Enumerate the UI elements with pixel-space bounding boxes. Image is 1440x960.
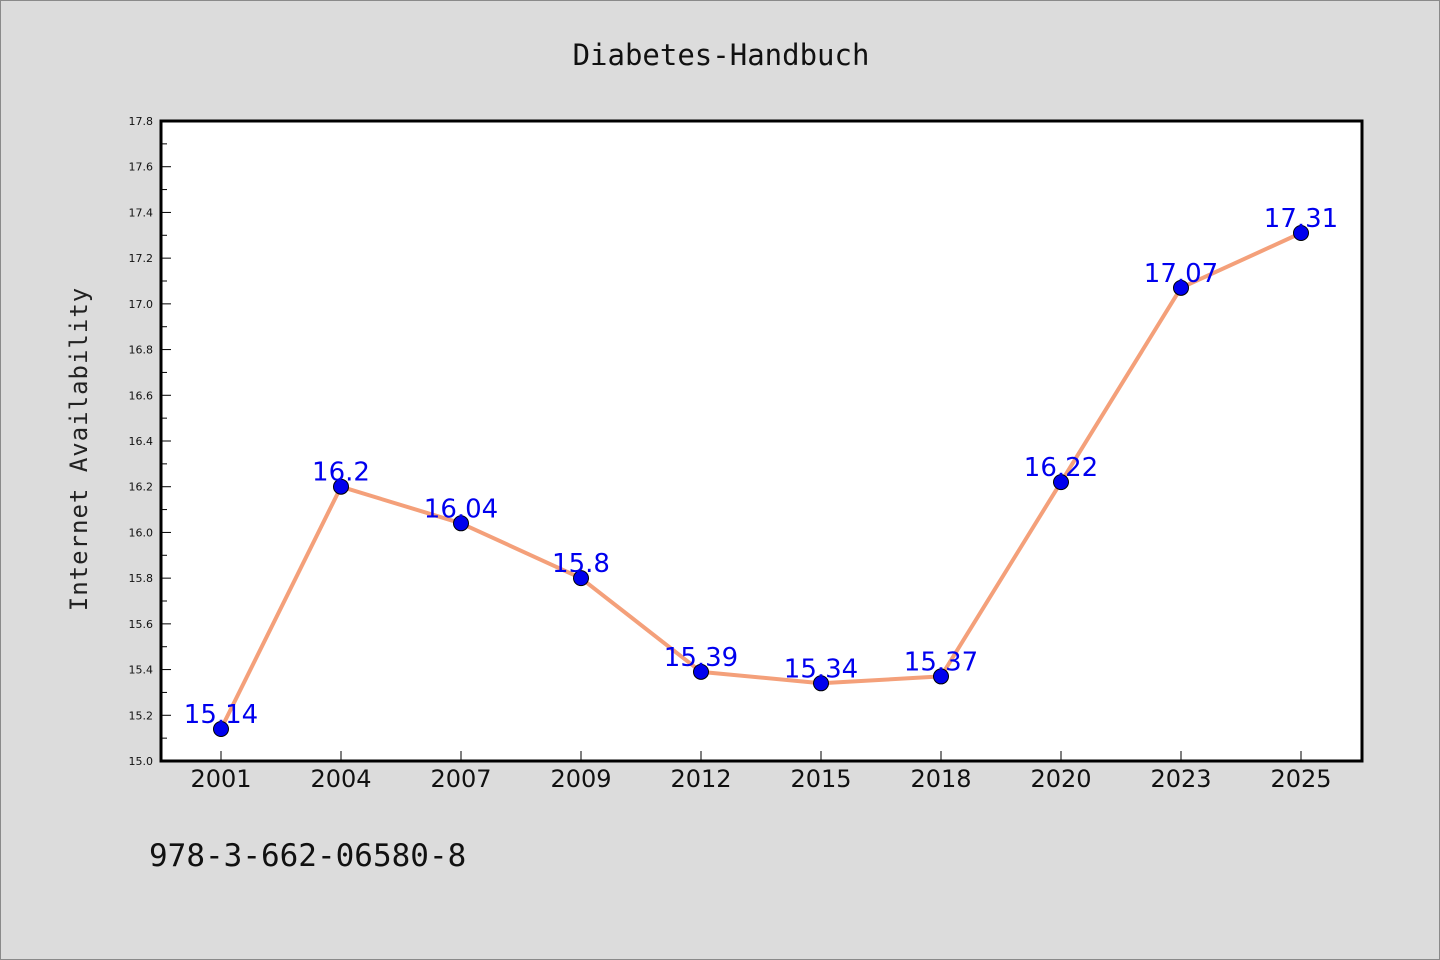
y-tick-label: 16.2 [129, 481, 154, 494]
x-axis: 2001 2004 2007 2009 2012 2015 2018 2020 2023 2025 [190, 751, 1332, 793]
x-tick-label: 2023 [1150, 765, 1211, 793]
data-point-marker [933, 668, 949, 685]
data-label: 15.14 [184, 700, 258, 730]
y-tick-label: 15.4 [129, 664, 154, 677]
y-tick-label: 17.4 [129, 206, 154, 219]
data-point-marker [1053, 474, 1069, 491]
data-point-marker [333, 478, 349, 495]
chart-title: Diabetes-Handbuch [573, 38, 870, 72]
data-label: 16.22 [1024, 453, 1098, 483]
isbn-text: 978-3-662-06580-8 [149, 838, 466, 874]
y-tick-label: 17.0 [129, 298, 154, 311]
data-point-marker [1293, 225, 1309, 241]
y-tick-label: 17.8 [129, 115, 154, 128]
y-tick-label: 17.6 [129, 161, 154, 174]
data-label: 17.07 [1144, 259, 1218, 289]
data-label: 17.31 [1264, 204, 1338, 234]
y-tick-label: 15.6 [129, 618, 154, 631]
data-label: 15.8 [552, 549, 610, 579]
data-label: 15.39 [664, 643, 738, 673]
y-tick-label: 15.2 [129, 709, 154, 722]
data-label: 15.37 [904, 647, 978, 677]
x-tick-label: 2001 [190, 765, 251, 793]
plot-area [161, 121, 1362, 761]
x-tick-label: 2009 [550, 765, 611, 793]
y-tick-label: 17.2 [129, 252, 154, 265]
y-tick-label: 16.4 [129, 435, 154, 448]
x-tick-label: 2018 [910, 765, 971, 793]
y-tick-label: 16.0 [129, 526, 154, 539]
y-tick-label: 15.8 [129, 572, 154, 585]
data-point-marker [693, 663, 709, 680]
data-point-marker [453, 515, 469, 532]
y-tick-label: 16.6 [129, 389, 154, 402]
x-tick-label: 2015 [790, 765, 851, 793]
data-point-marker [573, 570, 589, 587]
y-tick-label: 16.8 [129, 344, 154, 357]
data-point-marker [1173, 279, 1189, 296]
y-tick-label: 15.0 [129, 755, 154, 768]
y-axis: 15.0 15.2 15.4 15.6 15.8 16.0 16.2 16.4 16.6 16.8… [129, 115, 171, 768]
x-tick-label: 2007 [430, 765, 491, 793]
x-tick-label: 2025 [1270, 765, 1331, 793]
data-label: 16.2 [312, 458, 370, 488]
data-label: 16.04 [424, 494, 498, 524]
series-layer: 15.14 16.2 16.04 15.8 15.39 15.34 15.37 16.22 17… [184, 204, 1338, 737]
x-tick-label: 2004 [310, 765, 371, 793]
data-label: 15.34 [784, 654, 858, 684]
data-point-marker [813, 675, 829, 692]
series-line [219, 231, 1302, 730]
data-point-marker [213, 721, 229, 737]
plot-frame [159, 119, 1364, 763]
y-axis-label: Internet Availability [65, 287, 93, 611]
x-tick-label: 2020 [1030, 765, 1091, 793]
x-tick-label: 2012 [670, 765, 731, 793]
